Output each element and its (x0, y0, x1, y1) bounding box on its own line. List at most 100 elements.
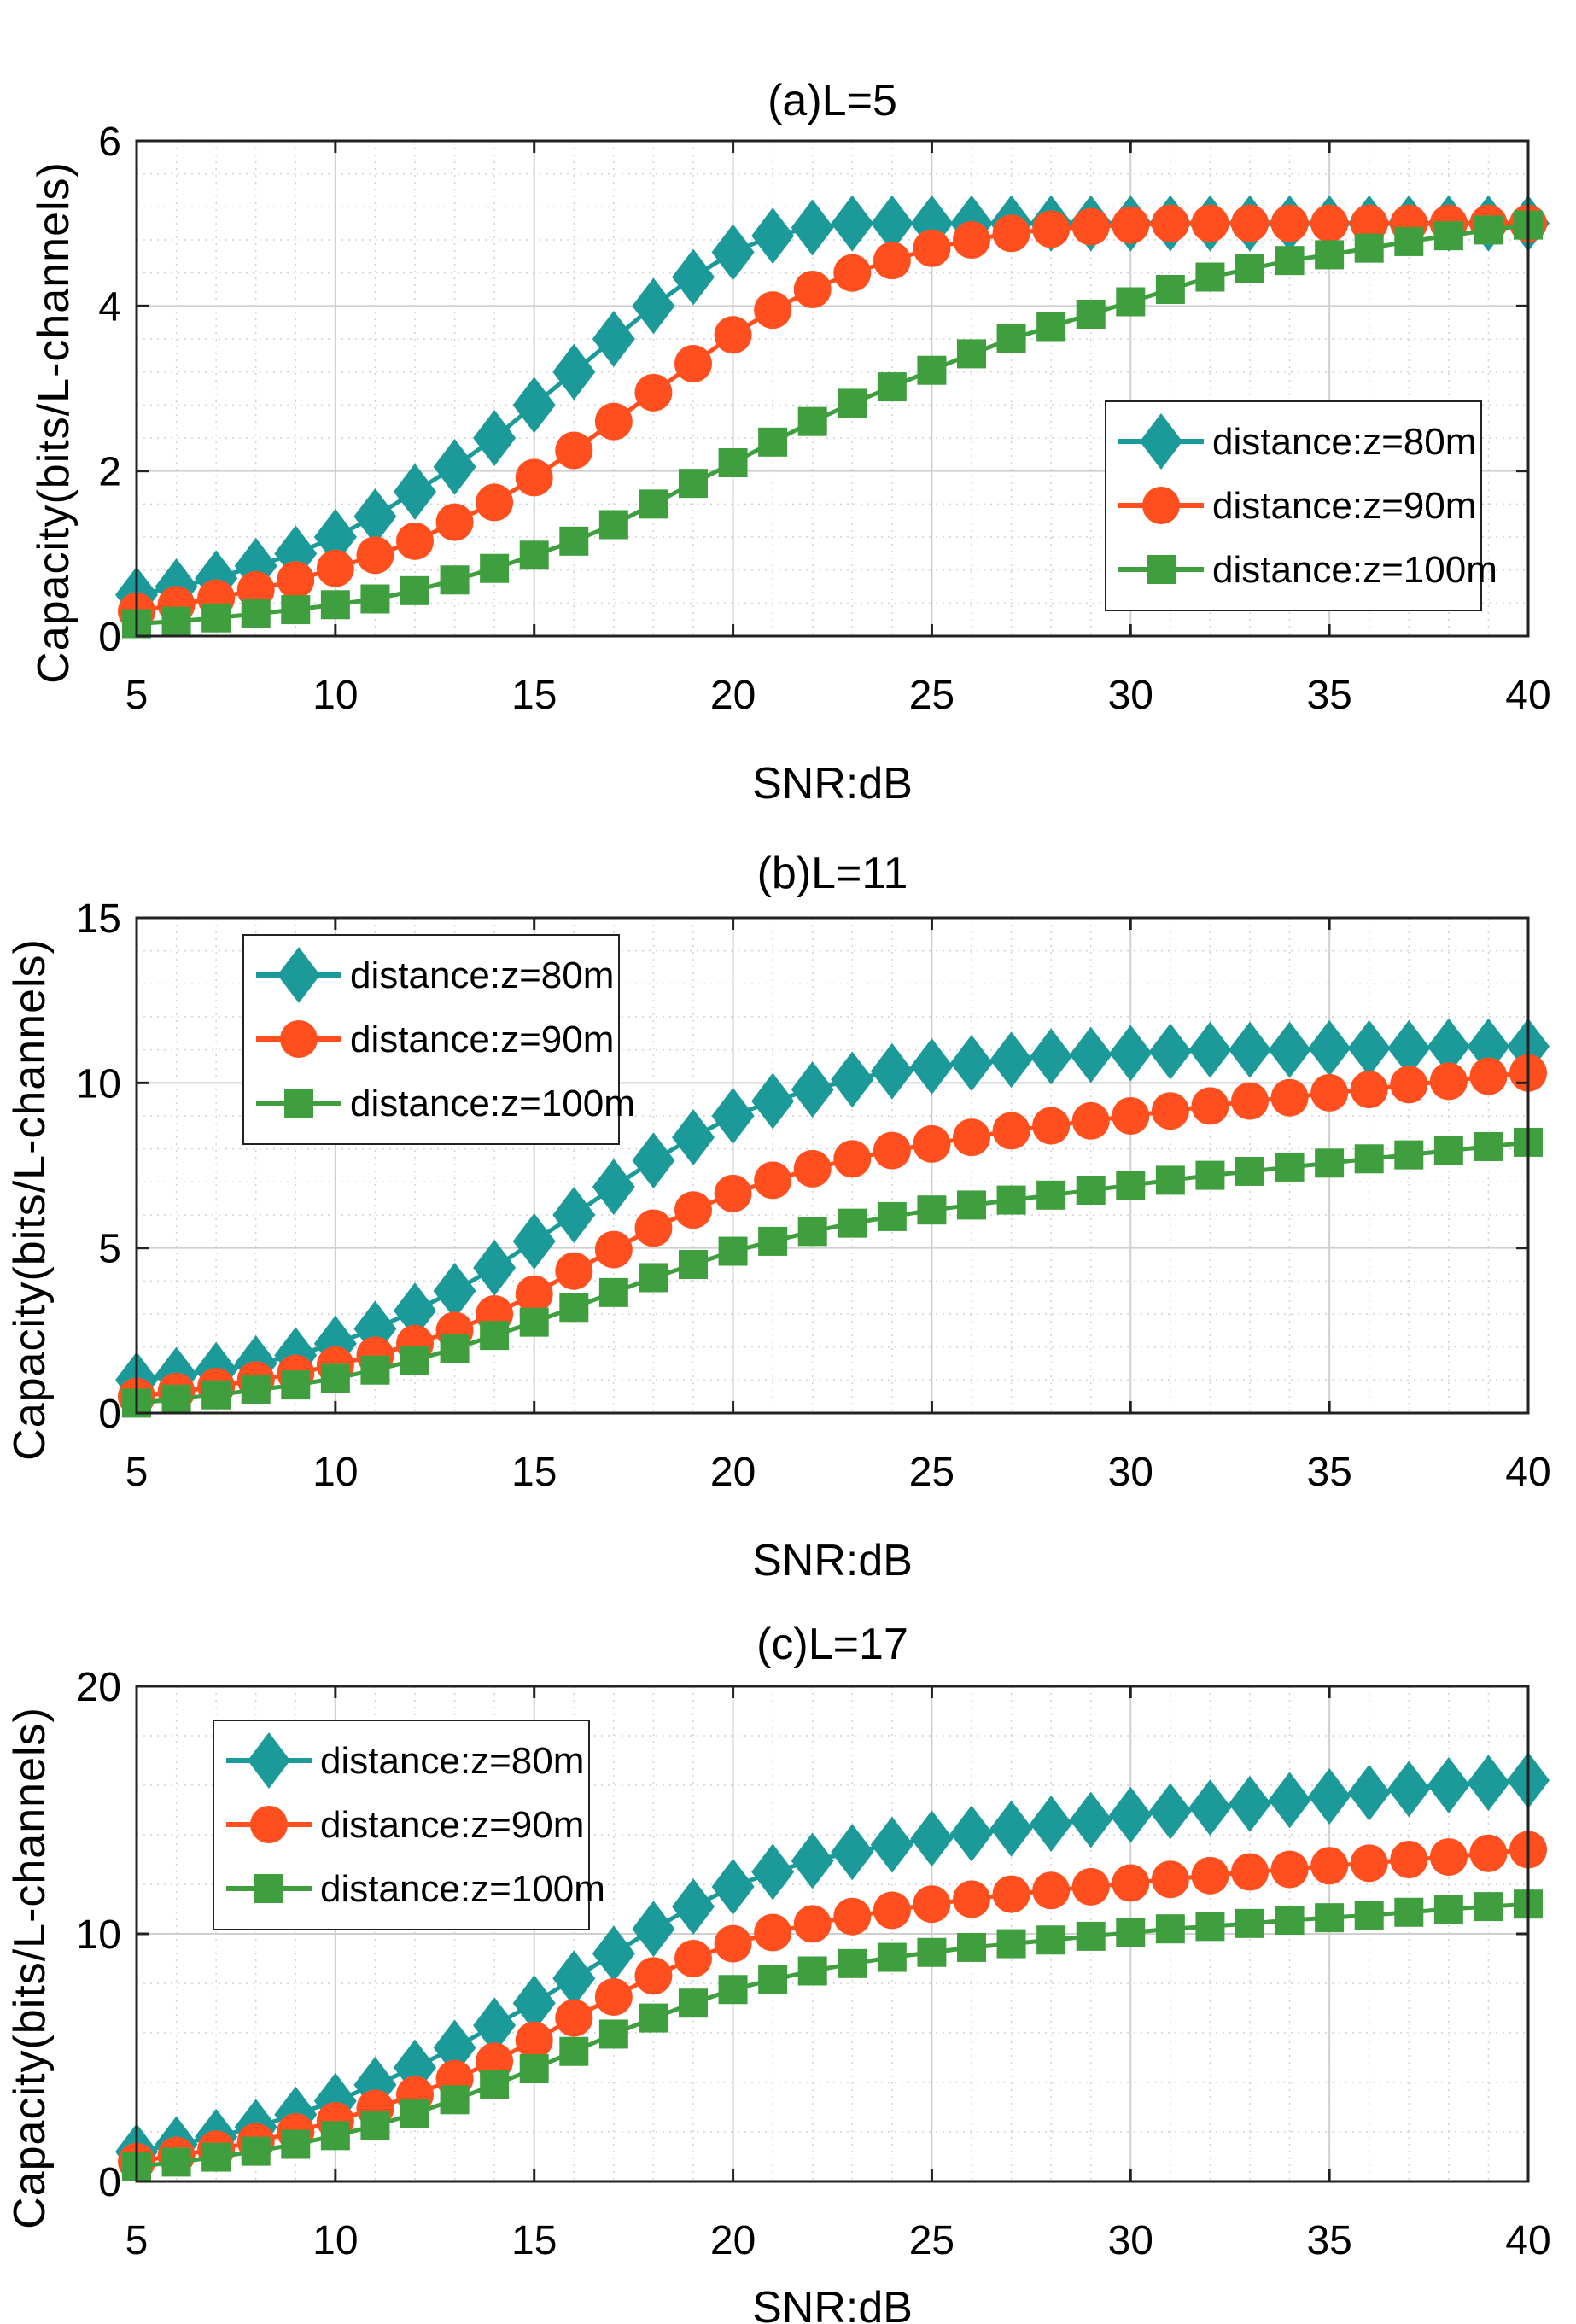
data-point (1229, 1021, 1271, 1078)
data-point (632, 1901, 675, 1958)
data-point (758, 427, 788, 457)
legend-label: distance:z=90m (350, 1019, 614, 1060)
data-point (1032, 1107, 1071, 1145)
data-point (711, 224, 755, 281)
x-tick-label: 5 (125, 1450, 149, 1495)
data-point (1387, 1019, 1431, 1077)
x-axis-label: SNR:dB (752, 2283, 913, 2324)
data-point (161, 2147, 191, 2177)
series-distance-z-100m (122, 210, 1543, 639)
data-point (679, 469, 708, 499)
data-point (870, 1042, 913, 1100)
data-point (559, 1293, 589, 1323)
data-point (1151, 1092, 1189, 1130)
data-point (1354, 1901, 1384, 1930)
data-point (1310, 1073, 1349, 1112)
data-point (161, 606, 191, 636)
data-point (515, 458, 553, 497)
data-point (751, 207, 795, 265)
series-distance-z-80m (115, 1018, 1550, 1409)
data-point (831, 1824, 874, 1881)
data-point (711, 1088, 755, 1144)
data-point (1195, 262, 1225, 292)
data-point (320, 2121, 350, 2151)
data-point (1191, 1087, 1229, 1125)
data-point (360, 584, 390, 614)
data-point (400, 575, 429, 605)
data-point (989, 1031, 1033, 1089)
data-point (360, 2111, 390, 2140)
data-point (559, 526, 589, 556)
data-point (480, 1321, 510, 1351)
data-point (356, 536, 394, 575)
data-point (1069, 1026, 1112, 1083)
data-point (758, 1226, 788, 1256)
data-point (679, 1988, 708, 2018)
x-axis-label: SNR:dB (752, 759, 913, 809)
chart-title: (c)L=17 (756, 1620, 908, 1669)
data-point (1270, 1078, 1309, 1117)
axes-box (135, 139, 1530, 638)
data-point (793, 1905, 832, 1943)
y-tick-label: 0 (98, 615, 121, 660)
data-point (877, 372, 907, 402)
data-point (1433, 1136, 1463, 1165)
y-tick-label: 0 (98, 2160, 121, 2205)
data-point (1315, 1148, 1345, 1178)
data-point (1275, 1906, 1305, 1936)
data-point (833, 254, 872, 292)
data-point (1030, 1795, 1073, 1852)
legend-label: distance:z=100m (320, 1868, 605, 1910)
data-point (473, 1997, 517, 2054)
data-point (316, 549, 354, 587)
legend-item: distance:z=100m (1118, 549, 1497, 591)
legend-label: distance:z=100m (1212, 549, 1497, 591)
x-tick-label: 35 (1306, 2218, 1351, 2263)
x-tick-label: 20 (710, 2218, 756, 2263)
data-point (433, 1262, 476, 1319)
data-point (512, 377, 556, 434)
data-point (634, 1957, 673, 1995)
legend-label: distance:z=90m (1212, 485, 1476, 527)
data-point (433, 2019, 476, 2076)
data-point (1155, 275, 1185, 304)
x-tick-label: 25 (909, 2218, 954, 2263)
data-point (1275, 1152, 1305, 1182)
data-point (992, 214, 1030, 253)
data-point (957, 1932, 986, 1962)
x-tick-label: 30 (1108, 2218, 1153, 2263)
data-point (831, 1051, 874, 1108)
legend-item: distance:z=90m (226, 1804, 584, 1846)
data-point (950, 1035, 993, 1092)
data-point (917, 355, 947, 385)
data-point (718, 1975, 748, 2005)
x-tick-label: 5 (125, 673, 149, 718)
data-point (754, 291, 792, 330)
data-point (1036, 312, 1066, 342)
data-point (953, 221, 990, 259)
y-axis-label: Capacity(bits/L-channels) (5, 1707, 55, 2229)
data-point (1394, 1897, 1424, 1927)
data-point (913, 1885, 951, 1924)
data-point (1350, 1844, 1388, 1883)
data-point (241, 2136, 271, 2166)
data-point (552, 1950, 596, 2007)
data-point (1231, 1082, 1269, 1120)
data-point (957, 339, 986, 369)
data-point (870, 1816, 913, 1873)
data-point (201, 1380, 231, 1410)
data-point (1347, 1764, 1391, 1821)
data-point (714, 1924, 752, 1963)
legend: distance:z=80m distance:z=90m distance:z=1… (1105, 400, 1497, 611)
data-point (1195, 1912, 1225, 1942)
legend-item: distance:z=100m (256, 1083, 635, 1124)
data-point (714, 1174, 752, 1212)
legend-marker (277, 947, 320, 1003)
data-point (634, 1209, 673, 1247)
data-point (1474, 1131, 1503, 1161)
data-point (241, 1375, 271, 1404)
data-point (913, 229, 951, 267)
data-point (1467, 1018, 1510, 1075)
data-point (476, 483, 514, 522)
